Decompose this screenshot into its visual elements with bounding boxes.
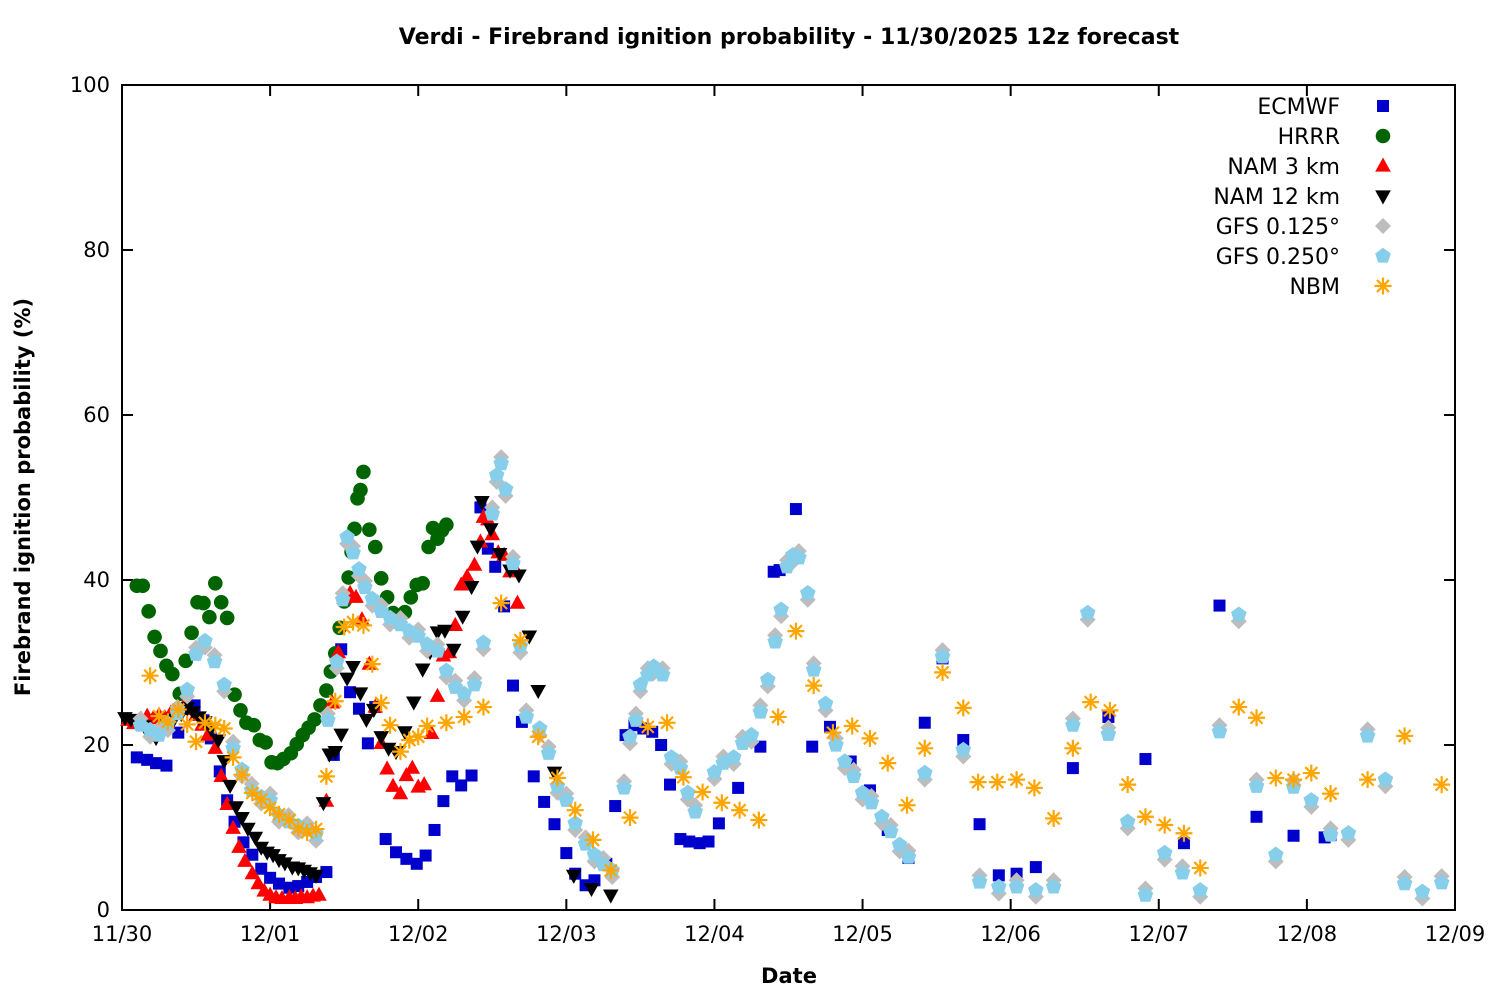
legend-entry-ecmwf: ECMWF [1257,95,1389,120]
plot-border [121,84,1456,911]
legend: ECMWF HRRR NAM 3 km NAM 12 km GFS 0.125° GFS … [1213,95,1392,300]
legend-label-nam12: NAM 12 km [1213,185,1340,210]
x-tick-label: 12/08 [1277,922,1338,946]
y-tick-label: 0 [97,898,110,922]
legend-entry-nam12: NAM 12 km [1213,185,1391,210]
legend-marker-gfs125-icon [1375,218,1391,234]
y-tick-label: 40 [83,568,110,592]
x-tick-label: 12/06 [980,922,1041,946]
legend-entry-gfs125: GFS 0.125° [1216,215,1391,240]
x-axis-label: Date [761,964,817,988]
legend-entry-nbm: NBM [1289,275,1392,300]
legend-entry-gfs250: GFS 0.250° [1216,245,1391,270]
axis-tick-labels: 11/30 12/01 12/02 12/03 12/04 12/05 12/06 12/07… [70,73,1485,946]
legend-label-gfs250: GFS 0.250° [1216,245,1340,270]
x-tick-label: 12/09 [1425,922,1486,946]
x-tick-label: 12/07 [1129,922,1190,946]
legend-label-ecmwf: ECMWF [1257,95,1340,120]
legend-label-gfs125: GFS 0.125° [1216,215,1340,240]
data-points-layer [117,449,1451,907]
legend-label-hrrr: HRRR [1278,125,1340,150]
y-tick-label: 20 [83,733,110,757]
y-axis-label: Firebrand ignition probability (%) [11,298,35,696]
series-nbm [141,594,1451,879]
legend-label-nam3: NAM 3 km [1227,155,1340,180]
y-tick-label: 80 [83,238,110,262]
legend-label-nbm: NBM [1289,275,1340,300]
x-tick-label: 12/05 [832,922,893,946]
axis-ticks [121,84,1456,911]
chart-title: Verdi - Firebrand ignition probability -… [399,25,1180,50]
legend-marker-ecmwf-icon [1377,100,1389,112]
x-tick-label: 12/02 [388,922,449,946]
legend-marker-hrrr-icon [1375,128,1391,144]
legend-marker-nam3-icon [1375,157,1391,172]
x-tick-label: 12/01 [240,922,301,946]
x-tick-label: 11/30 [92,922,153,946]
legend-marker-nam12-icon [1375,190,1391,205]
y-tick-label: 60 [83,403,110,427]
x-tick-label: 12/03 [536,922,597,946]
legend-entry-nam3: NAM 3 km [1227,155,1391,180]
y-tick-label: 100 [70,73,110,97]
legend-marker-gfs250-icon [1375,247,1391,263]
legend-marker-nbm-icon [1374,277,1392,295]
legend-entry-hrrr: HRRR [1278,125,1391,150]
x-tick-label: 12/04 [684,922,745,946]
series-hrrr [129,464,454,771]
